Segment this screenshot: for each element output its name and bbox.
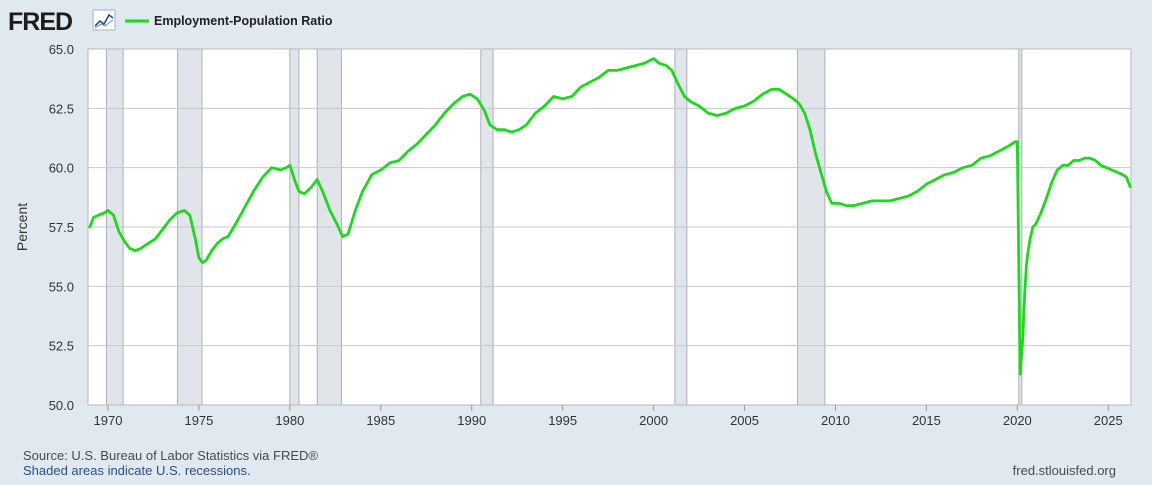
- legend: Employment-Population Ratio: [125, 14, 333, 28]
- x-tick-label: 2010: [821, 413, 850, 428]
- y-tick-label: 57.5: [49, 220, 74, 235]
- recession-note[interactable]: Shaded areas indicate U.S. recessions.: [23, 463, 251, 478]
- x-axis: 1970 1975 1980 1985 1990 1995 2000 2005 2010 2015…: [94, 405, 1123, 428]
- series-layer: [88, 57, 1132, 376]
- x-tick-label: 1975: [184, 413, 213, 428]
- x-tick-label: 1995: [548, 413, 577, 428]
- y-tick-label: 62.5: [49, 101, 74, 116]
- y-tick-label: 55.0: [49, 279, 74, 294]
- fred-logo-graph-icon: [92, 9, 116, 31]
- fred-logo[interactable]: FRED: [8, 8, 116, 36]
- y-tick-label: 60.0: [49, 161, 74, 176]
- y-axis-title: Percent: [14, 203, 30, 251]
- y-tick-label: 50.0: [49, 398, 74, 413]
- x-tick-label: 1985: [366, 413, 395, 428]
- plot-border: [87, 48, 1132, 406]
- fred-logo-text: FRED: [8, 8, 72, 36]
- y-tick-label: 52.5: [49, 339, 74, 354]
- x-tick-label: 2025: [1094, 413, 1123, 428]
- x-tick-label: 1980: [275, 413, 304, 428]
- y-axis: 50.0 52.5 55.0 57.5 60.0 62.5 65.0: [49, 42, 74, 413]
- series-line-employment-population-ratio: [88, 57, 1132, 376]
- x-tick-label: 2005: [730, 413, 759, 428]
- x-tick-label: 2000: [639, 413, 668, 428]
- x-tick-label: 2020: [1003, 413, 1032, 428]
- x-tick-label: 1970: [94, 413, 123, 428]
- x-tick-label: 2015: [912, 413, 941, 428]
- x-tick-label: 1990: [457, 413, 486, 428]
- source-note: Source: U.S. Bureau of Labor Statistics …: [23, 448, 318, 463]
- gridlines: [87, 48, 1132, 406]
- y-tick-label: 65.0: [49, 42, 74, 57]
- legend-label: Employment-Population Ratio: [154, 14, 333, 28]
- site-link[interactable]: fred.stlouisfed.org: [1012, 463, 1116, 478]
